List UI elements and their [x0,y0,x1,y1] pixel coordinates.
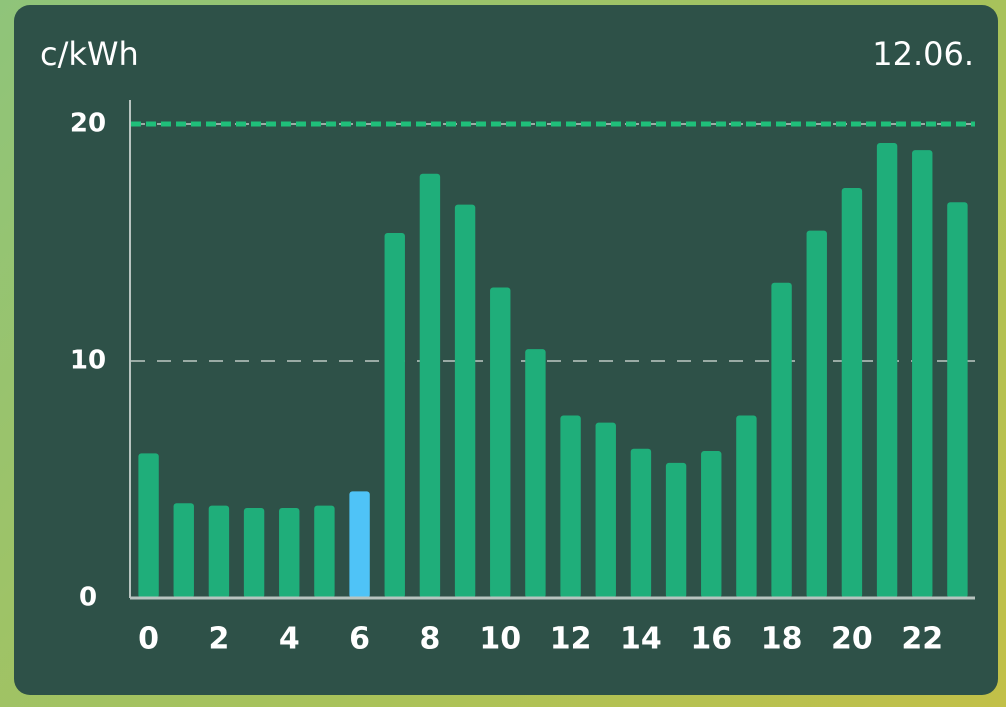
bar [701,451,722,598]
bar [419,173,441,598]
bar [736,415,757,598]
x-tick-label: 4 [279,622,300,657]
chart-title: 12.06. [872,35,974,73]
bar [173,503,194,598]
y-tick-label: 20 [70,109,106,139]
y-tick-label: 0 [79,583,97,613]
bar [279,507,300,598]
x-tick-label: 22 [901,622,943,657]
bar [876,142,898,598]
x-tick-label: 14 [620,622,662,657]
y-tick-label: 10 [70,346,106,376]
bar [525,349,546,598]
bar [630,448,652,598]
x-tick-label: 6 [349,622,370,657]
bar [560,415,581,598]
x-tick-label: 20 [831,622,873,657]
bar [490,287,511,598]
bar [665,462,687,598]
bar [243,507,265,598]
bar [595,422,616,598]
bar [806,230,827,598]
x-tick-label: 2 [208,622,229,657]
bar [314,505,335,598]
x-tick-label: 12 [550,622,592,657]
bar [454,204,476,598]
y-axis-label: c/kWh [40,35,139,73]
x-tick-label: 10 [479,622,521,657]
bar [208,505,230,598]
bar [138,453,159,598]
bar [947,202,968,598]
x-tick-label: 18 [761,622,803,657]
x-tick-label: 16 [690,622,732,657]
bar [841,187,863,599]
bar [771,282,792,598]
bar [384,233,405,598]
x-tick-label: 0 [138,622,159,657]
bar [349,491,370,598]
x-tick-label: 8 [419,622,440,657]
bar [912,150,933,598]
